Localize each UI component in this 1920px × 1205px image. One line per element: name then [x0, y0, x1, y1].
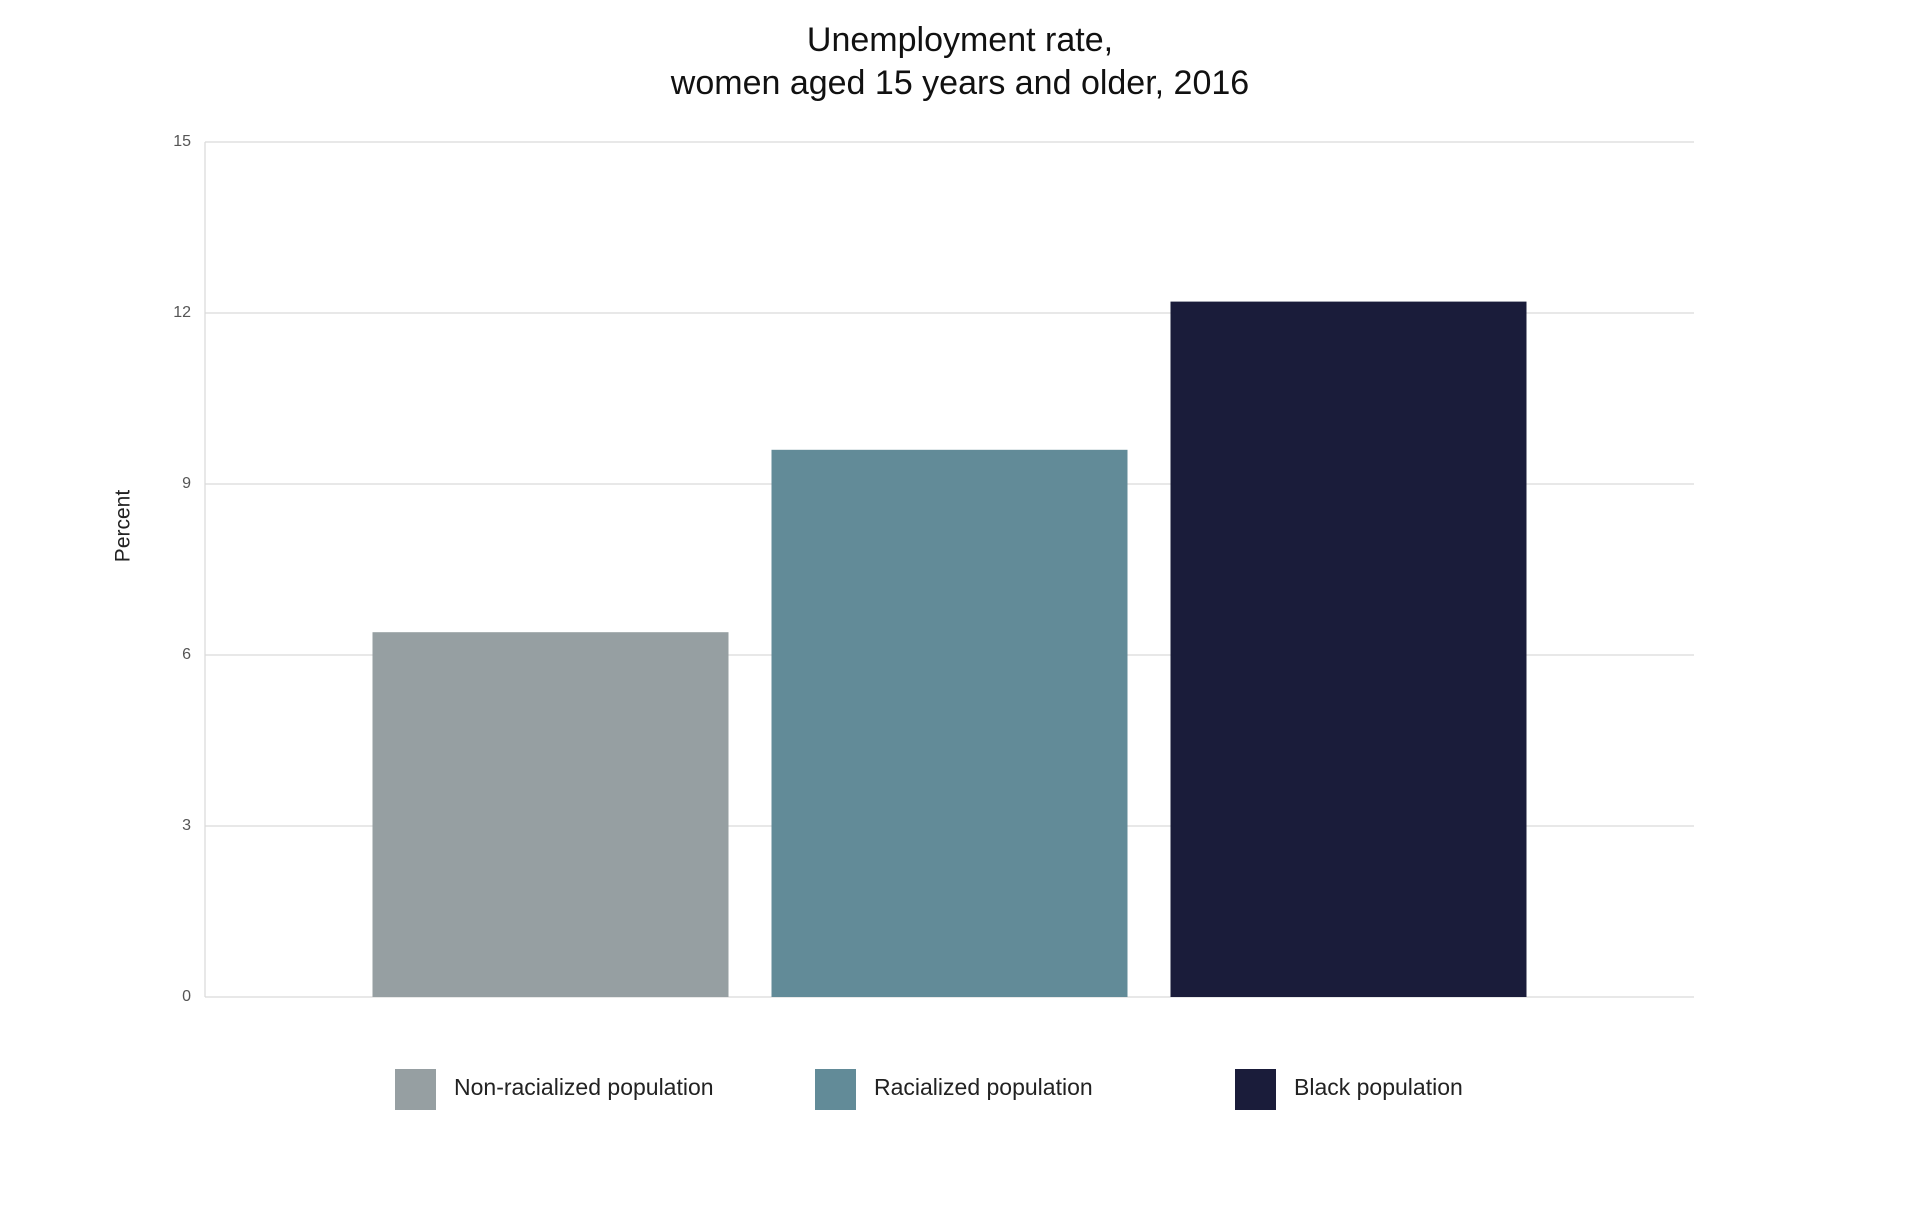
legend-label: Non-racialized population — [454, 1074, 714, 1100]
y-tick-label: 3 — [182, 817, 191, 834]
y-tick-label: 6 — [182, 646, 191, 663]
y-tick-label: 9 — [182, 475, 191, 492]
legend-swatch — [815, 1069, 856, 1110]
y-tick-label: 12 — [173, 304, 191, 321]
legend-label: Racialized population — [874, 1074, 1093, 1100]
legend-swatch — [1235, 1069, 1276, 1110]
legend-swatch — [395, 1069, 436, 1110]
chart-subtitle: women aged 15 years and older, 2016 — [670, 64, 1249, 102]
y-axis-label: Percent — [112, 490, 135, 563]
bar — [1170, 301, 1527, 998]
bar — [372, 632, 729, 997]
legend-label: Black population — [1294, 1074, 1463, 1100]
chart-title: Unemployment rate, — [807, 21, 1113, 59]
y-tick-label: 0 — [182, 988, 191, 1005]
y-tick-label: 15 — [173, 133, 191, 150]
bar — [771, 449, 1128, 997]
